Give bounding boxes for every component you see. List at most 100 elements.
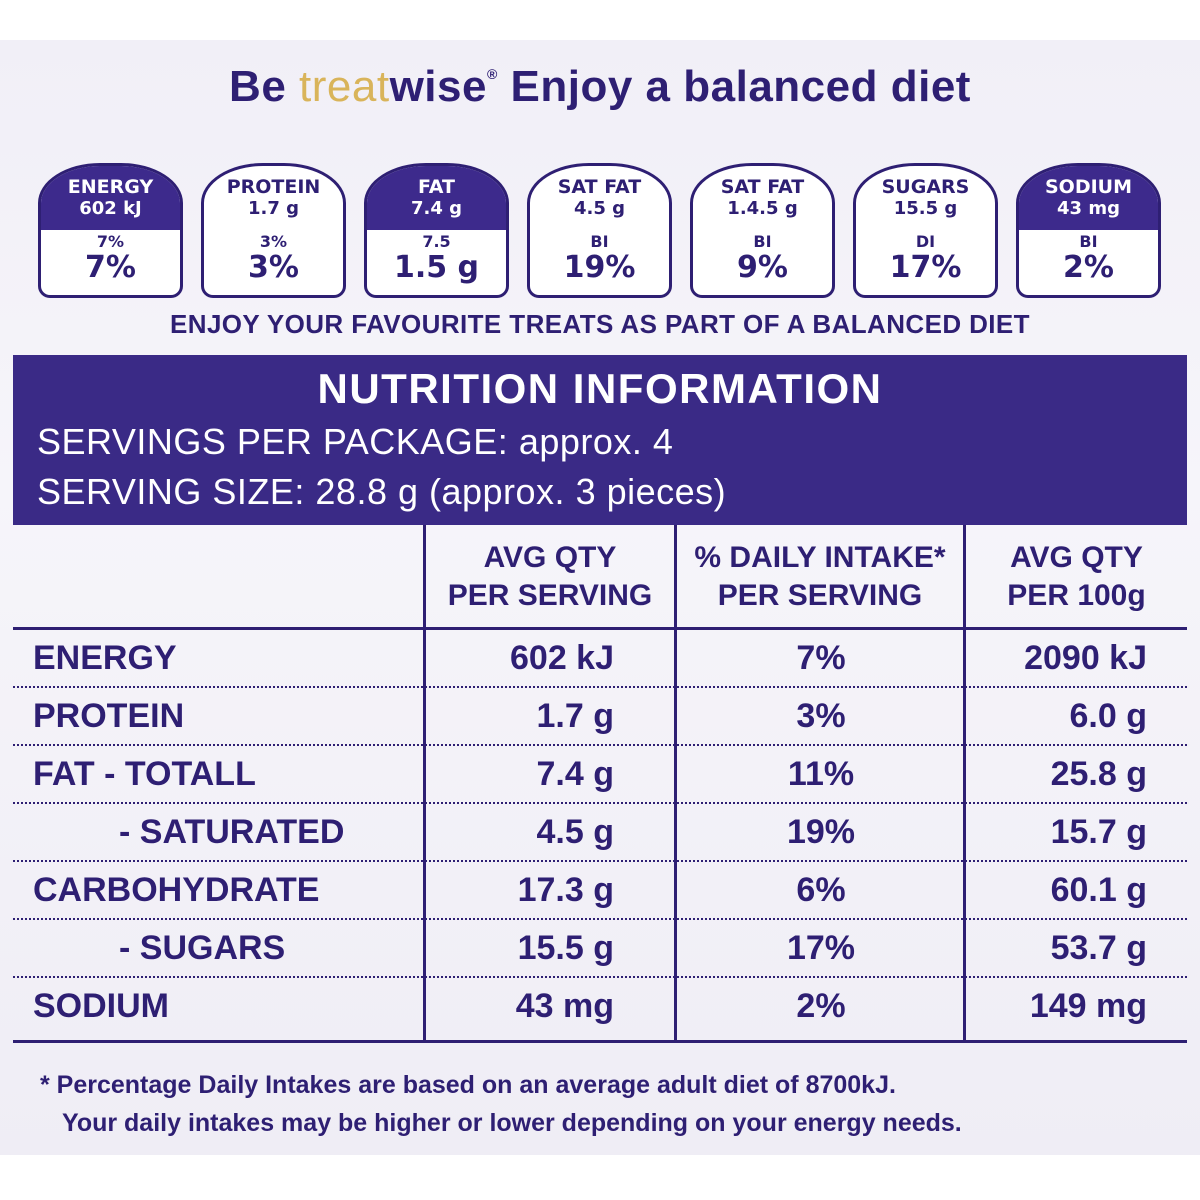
per-100g-value: 149 mg (1029, 987, 1147, 1025)
column-divider (963, 525, 966, 1043)
badge-pct: 17% (889, 250, 962, 285)
headline-wise: wise (389, 62, 487, 111)
table-row: - SUGARS 15.5 g 17% 53.7 g (13, 919, 1187, 977)
per-100g-value: 25.8 g (1050, 755, 1147, 793)
row-divider (13, 976, 1187, 978)
per-100g-value: 60.1 g (1050, 871, 1147, 909)
badge-name: SAT FAT (557, 176, 642, 198)
headline-be: Be (229, 62, 287, 111)
badge-pct: 9% (737, 250, 788, 285)
per-serving-value: 17.3 g (517, 871, 614, 909)
badge-name: FAT (418, 176, 455, 198)
table-row: PROTEIN 1.7 g 3% 6.0 g (13, 687, 1187, 745)
badge-name: SAT FAT (720, 176, 805, 198)
badge-pct: 19% (563, 250, 636, 285)
headline-treat: treat (299, 62, 390, 111)
badge-energy: ENERGY 602 kJ 7% 7% (38, 163, 183, 298)
badge-qty: 4.5 g (573, 198, 626, 219)
badge-name: SODIUM (1044, 176, 1132, 198)
table-row: SODIUM 43 mg 2% 149 mg (13, 977, 1187, 1035)
row-divider (13, 744, 1187, 746)
row-label: FAT - TOTALL (33, 755, 256, 793)
badge-mid: 7.5 (422, 232, 451, 251)
per-serving-value: 602 kJ (510, 639, 614, 677)
col-header-line: PER SERVING (717, 579, 923, 612)
badge-name: PROTEIN (226, 176, 321, 198)
table-row: CARBOHYDRATE 17.3 g 6% 60.1 g (13, 861, 1187, 919)
table-row: ENERGY 602 kJ 7% 2090 kJ (13, 629, 1187, 687)
row-label: SODIUM (33, 987, 169, 1025)
badge-pct: 7% (85, 250, 136, 285)
row-label: - SUGARS (119, 929, 286, 967)
row-label: - SATURATED (119, 813, 345, 851)
daily-intake-value: 3% (796, 697, 846, 735)
per-100g-value: 15.7 g (1050, 813, 1147, 851)
registered-mark: ® (486, 66, 498, 82)
badge-mid: BI (753, 232, 772, 251)
row-label: PROTEIN (33, 697, 185, 735)
badge-qty: 43 mg (1057, 198, 1120, 219)
footnote: * Percentage Daily Intakes are based on … (40, 1066, 1180, 1142)
column-divider (423, 525, 426, 1043)
table-rule (13, 1040, 1187, 1043)
nutrition-header: NUTRITION INFORMATION SERVINGS PER PACKA… (13, 355, 1187, 525)
row-divider (13, 802, 1187, 804)
badge-mid: BI (1079, 232, 1098, 251)
nutrition-table: AVG QTY PER SERVING % DAILY INTAKE* PER … (13, 525, 1187, 1043)
per-100g-value: 6.0 g (1069, 697, 1147, 735)
daily-intake-value: 17% (786, 929, 856, 967)
badge-name: SUGARS (881, 176, 970, 198)
col-header-line: AVG QTY (483, 541, 617, 574)
daily-intake-value: 11% (787, 755, 855, 793)
col-header-line: PER 100g (1007, 579, 1146, 612)
footnote-line-1: * Percentage Daily Intakes are based on … (40, 1071, 896, 1099)
daily-intake-value: 6% (796, 871, 846, 909)
row-label: CARBOHYDRATE (33, 871, 320, 909)
per-serving-value: 1.7 g (536, 697, 614, 735)
col-header-daily-intake: % DAILY INTAKE* PER SERVING (677, 539, 963, 615)
col-header-line: PER SERVING (447, 579, 653, 612)
row-label: ENERGY (33, 639, 177, 677)
col-header-per-100g: AVG QTY PER 100g (966, 539, 1187, 615)
badge-pct: 2% (1063, 250, 1114, 285)
col-header-line: AVG QTY (1010, 541, 1143, 574)
col-header-line: % DAILY INTAKE* (694, 541, 946, 574)
daily-intake-value: 19% (786, 813, 856, 851)
per-serving-value: 43 mg (515, 987, 614, 1025)
badge-sugars: SUGARS 15.5 g DI 17% (853, 163, 998, 298)
badge-name: ENERGY (67, 176, 154, 198)
headline: Be treatwise® Enjoy a balanced diet (0, 62, 1200, 112)
headline-rest: Enjoy a balanced diet (510, 62, 971, 111)
daily-intake-badges: ENERGY 602 kJ 7% 7% PROTEIN 1.7 g 3% 3% FA… (38, 163, 1162, 298)
badge-qty: 15.5 g (893, 198, 958, 219)
daily-intake-value: 2% (796, 987, 846, 1025)
row-divider (13, 918, 1187, 920)
badge-qty: 7.4 g (410, 198, 463, 219)
badge-mid: DI (915, 232, 936, 251)
per-100g-value: 2090 kJ (1024, 639, 1147, 677)
daily-intake-value: 7% (796, 639, 846, 677)
badge-mid: 7% (96, 232, 125, 251)
badge-pct: 1.5 g (393, 250, 480, 285)
per-100g-value: 53.7 g (1050, 929, 1147, 967)
table-row: FAT - TOTALL 7.4 g 11% 25.8 g (13, 745, 1187, 803)
footnote-line-2: Your daily intakes may be higher or lowe… (62, 1109, 962, 1137)
badge-sodium: SODIUM 43 mg BI 2% (1016, 163, 1161, 298)
badge-pct: 3% (248, 250, 299, 285)
row-divider (13, 860, 1187, 862)
col-header-per-serving: AVG QTY PER SERVING (426, 539, 674, 615)
per-serving-value: 7.4 g (536, 755, 614, 793)
serving-size: SERVING SIZE: 28.8 g (approx. 3 pieces) (37, 471, 727, 512)
badge-qty: 1.4.5 g (727, 198, 798, 219)
row-divider (13, 686, 1187, 688)
table-row: - SATURATED 4.5 g 19% 15.7 g (13, 803, 1187, 861)
badge-qty: 1.7 g (247, 198, 300, 219)
badge-sat-fat: SAT FAT 4.5 g BI 19% (527, 163, 672, 298)
badge-fat: FAT 7.4 g 7.5 1.5 g (364, 163, 509, 298)
badge-mid: BI (590, 232, 609, 251)
badge-sat-fat-2: SAT FAT 1.4.5 g BI 9% (690, 163, 835, 298)
nutrition-title: NUTRITION INFORMATION (317, 365, 883, 412)
column-divider (674, 525, 677, 1043)
servings-per-package: SERVINGS PER PACKAGE: approx. 4 (37, 421, 674, 462)
table-rule (13, 627, 1187, 630)
